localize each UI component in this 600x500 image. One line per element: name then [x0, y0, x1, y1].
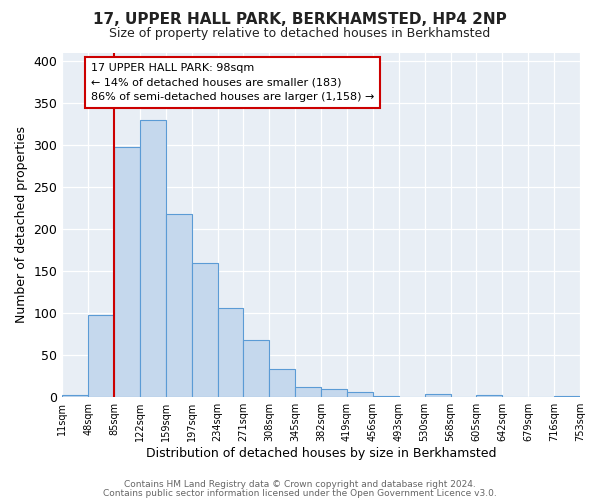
Bar — [269, 370, 295, 397]
Bar — [114, 146, 140, 397]
Bar — [244, 340, 269, 397]
Bar — [192, 262, 218, 397]
Bar — [295, 387, 321, 397]
Bar — [62, 394, 88, 397]
Bar — [476, 394, 502, 397]
Bar — [88, 315, 114, 397]
Bar — [373, 396, 399, 397]
Text: Size of property relative to detached houses in Berkhamsted: Size of property relative to detached ho… — [109, 28, 491, 40]
Text: Contains public sector information licensed under the Open Government Licence v3: Contains public sector information licen… — [103, 488, 497, 498]
X-axis label: Distribution of detached houses by size in Berkhamsted: Distribution of detached houses by size … — [146, 447, 496, 460]
Y-axis label: Number of detached properties: Number of detached properties — [15, 126, 28, 324]
Bar — [347, 392, 373, 397]
Bar — [554, 396, 580, 397]
Text: 17 UPPER HALL PARK: 98sqm
← 14% of detached houses are smaller (183)
86% of semi: 17 UPPER HALL PARK: 98sqm ← 14% of detac… — [91, 62, 374, 102]
Text: 17, UPPER HALL PARK, BERKHAMSTED, HP4 2NP: 17, UPPER HALL PARK, BERKHAMSTED, HP4 2N… — [93, 12, 507, 28]
Bar — [425, 394, 451, 397]
Bar — [166, 214, 192, 397]
Bar — [218, 308, 244, 397]
Text: Contains HM Land Registry data © Crown copyright and database right 2024.: Contains HM Land Registry data © Crown c… — [124, 480, 476, 489]
Bar — [321, 389, 347, 397]
Bar — [140, 120, 166, 397]
